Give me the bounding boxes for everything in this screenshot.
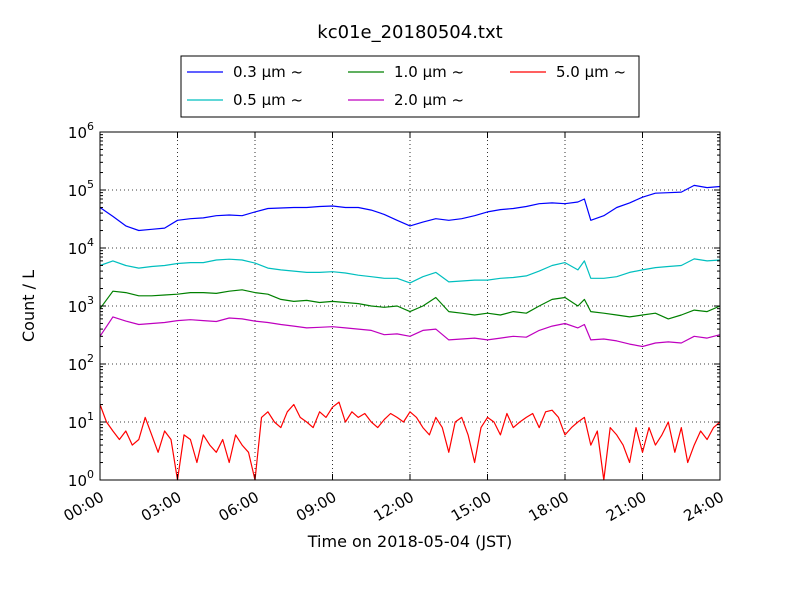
x-tick-label: 03:00 bbox=[138, 488, 184, 525]
axis-ticks bbox=[99, 131, 721, 481]
y-tick-labels: 100 101 102 103 104 105 106 bbox=[68, 120, 94, 490]
series-line-3 bbox=[99, 316, 721, 348]
y-tick-label: 105 bbox=[68, 178, 94, 200]
series-line-4 bbox=[99, 401, 721, 481]
legend-box bbox=[180, 55, 640, 118]
x-tick-label: 09:00 bbox=[293, 488, 339, 525]
y-tick-label: 104 bbox=[68, 236, 94, 258]
legend-label: 0.5 μm ~ bbox=[233, 91, 303, 109]
legend: 0.3 μm ~ 0.5 μm ~ 1.0 μm ~ 2.0 μm ~ 5.0 μm ~ bbox=[180, 55, 640, 118]
grid-lines bbox=[100, 132, 720, 480]
y-tick-label: 106 bbox=[68, 120, 94, 142]
y-tick-label: 101 bbox=[68, 410, 94, 432]
x-tick-label: 12:00 bbox=[371, 488, 417, 525]
y-tick-label: 103 bbox=[68, 294, 94, 316]
legend-label: 0.3 μm ~ bbox=[233, 63, 303, 81]
legend-label: 5.0 μm ~ bbox=[556, 63, 626, 81]
series-line-2 bbox=[99, 289, 721, 320]
y-axis-label: Count / L bbox=[19, 270, 38, 342]
series-line-0 bbox=[99, 184, 721, 232]
legend-label: 1.0 μm ~ bbox=[394, 63, 464, 81]
chart-title: kc01e_20180504.txt bbox=[317, 22, 502, 43]
y-tick-label: 102 bbox=[68, 352, 94, 374]
x-tick-label: 15:00 bbox=[448, 488, 494, 525]
x-tick-label: 06:00 bbox=[216, 488, 262, 525]
x-tick-label: 21:00 bbox=[603, 488, 649, 525]
series-line-1 bbox=[99, 258, 721, 284]
plot-series bbox=[99, 184, 721, 481]
x-axis-label: Time on 2018-05-04 (JST) bbox=[307, 532, 512, 551]
x-tick-label: 24:00 bbox=[681, 488, 727, 525]
y-tick-label: 100 bbox=[68, 468, 94, 490]
x-tick-label: 18:00 bbox=[526, 488, 572, 525]
x-tick-label: 00:00 bbox=[61, 488, 107, 525]
legend-label: 2.0 μm ~ bbox=[394, 91, 464, 109]
x-tick-labels: 00:00 03:00 06:00 09:00 12:00 15:00 18:00 21:00… bbox=[61, 488, 727, 525]
